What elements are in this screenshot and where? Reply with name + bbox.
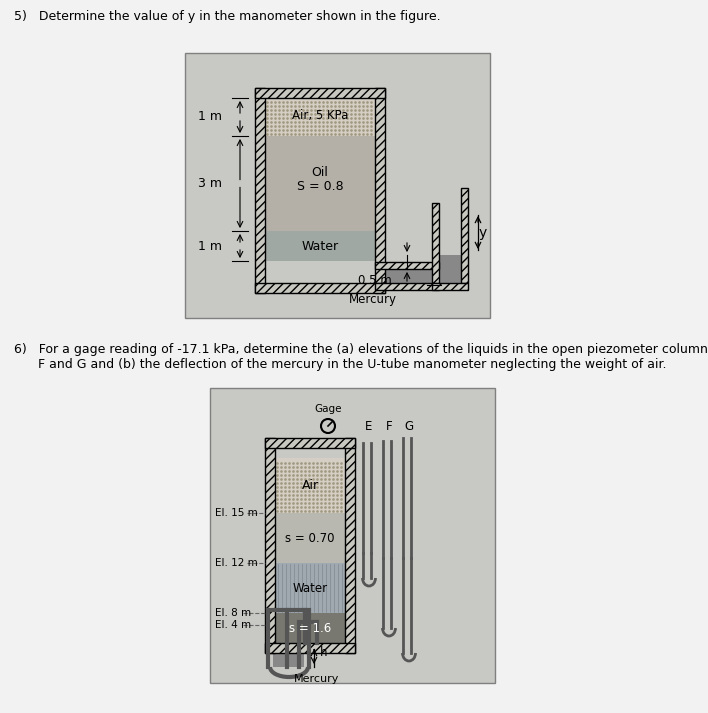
Text: 0.5 m: 0.5 m [358,275,392,287]
Bar [461,188,468,283]
Bar [265,643,355,653]
Text: Water: Water [302,240,338,252]
Text: Oil
S = 0.8: Oil S = 0.8 [297,165,343,193]
Bar [265,98,375,136]
Bar [385,269,432,283]
Text: Air: Air [302,479,319,492]
Bar [273,649,304,667]
Text: El. 12 m: El. 12 m [215,558,258,568]
Bar [432,203,439,283]
Text: Mercury: Mercury [349,294,397,307]
Bar [275,513,345,563]
Text: F and G and (b) the deflection of the mercury in the U-tube manometer neglecting: F and G and (b) the deflection of the me… [14,358,666,371]
Text: Gage: Gage [314,404,342,414]
Text: Mercury: Mercury [294,674,339,684]
Bar [375,283,439,290]
Bar [210,388,495,683]
Bar [265,438,355,448]
Text: El. 8 m: El. 8 m [215,608,251,618]
Text: F: F [386,419,392,433]
Text: s = 1.6: s = 1.6 [289,622,331,635]
Text: s = 0.70: s = 0.70 [285,531,335,545]
Bar [375,88,385,293]
Bar [265,231,375,261]
Text: El. 4 m: El. 4 m [215,620,251,630]
Text: El. 15 m: El. 15 m [215,508,258,518]
Text: E: E [365,419,372,433]
Text: 1 m: 1 m [198,111,222,123]
Text: 5)   Determine the value of y in the manometer shown in the figure.: 5) Determine the value of y in the manom… [14,10,440,23]
Text: G: G [404,419,413,433]
Bar [265,136,375,231]
Text: 6)   For a gage reading of -17.1 kPa, determine the (a) elevations of the liquid: 6) For a gage reading of -17.1 kPa, dete… [14,343,708,356]
Text: 1 m: 1 m [198,240,222,252]
Bar [265,438,275,653]
Bar [275,613,345,643]
Bar [375,262,439,269]
Bar [275,563,345,613]
Bar [255,88,385,98]
Bar [185,53,490,318]
Text: 3 m: 3 m [198,177,222,190]
Bar [255,283,385,293]
Bar [432,283,468,290]
Bar [255,88,265,293]
Text: Air, 5 KPa: Air, 5 KPa [292,108,348,121]
Text: y: y [479,225,487,240]
Bar [275,458,345,513]
Bar [345,438,355,653]
Bar [439,255,461,283]
Text: Water: Water [292,582,328,595]
Text: h: h [320,647,328,660]
